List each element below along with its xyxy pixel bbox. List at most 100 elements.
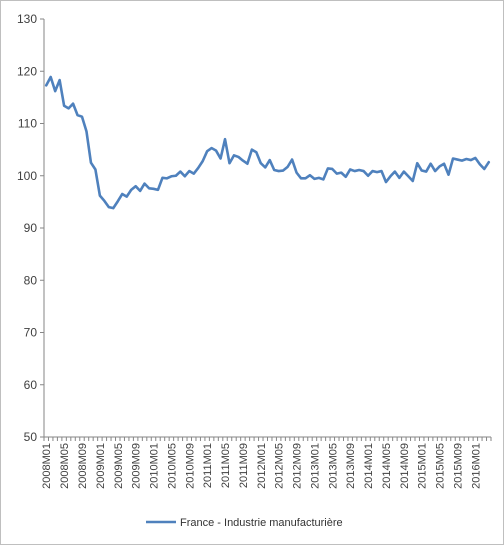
x-tick-label: 2014M01 [363,443,375,489]
data-point [367,174,369,177]
data-point [166,177,168,180]
data-point [143,182,146,185]
data-point [313,178,316,180]
x-tick-label: 2013M05 [327,443,339,489]
data-point [139,190,141,192]
data-point [443,162,445,165]
y-tick-label: 100 [17,169,37,183]
data-point [116,200,119,203]
data-point [54,90,56,92]
data-point [358,169,360,171]
data-point [90,161,92,164]
data-point [429,162,432,165]
axes [43,19,491,438]
data-point [112,207,115,209]
x-tick-label: 2009M01 [95,443,107,489]
data-point [246,162,249,165]
data-point [58,79,61,81]
series-line [44,75,491,210]
data-point [327,167,329,170]
data-point [125,195,128,198]
x-tick-label: 2015M01 [417,443,429,489]
data-point [210,147,213,149]
x-tick-label: 2008M09 [77,443,89,489]
data-point [376,171,378,173]
data-point [344,176,347,178]
data-point [322,178,325,181]
data-point [67,107,70,110]
data-point [192,172,195,175]
data-point [304,177,307,180]
data-point [380,170,383,172]
x-axis-ticks: 2008M01 2008M05 2008M09 2009M01 2009M05 2009M… [41,437,492,489]
y-tick-label: 120 [17,64,37,78]
data-point [403,170,405,173]
data-point [233,154,235,157]
data-point [76,114,79,116]
y-tick-label: 130 [17,12,37,26]
y-tick-label: 80 [24,273,38,287]
data-point [465,158,468,160]
x-tick-label: 2010M01 [149,443,161,489]
data-point [362,170,365,172]
y-tick-label: 90 [24,221,38,235]
data-point [353,170,356,172]
data-point [389,175,392,178]
x-tick-label: 2010M09 [184,443,196,489]
x-tick-label: 2016M01 [470,443,482,489]
x-tick-label: 2014M09 [399,443,411,489]
data-point [72,102,74,105]
data-point [277,170,280,172]
x-tick-label: 2010M05 [166,443,178,489]
data-point [456,158,459,161]
legend: France - Industrie manufacturière [146,517,343,529]
data-point [461,159,463,162]
data-point [282,169,284,172]
x-tick-label: 2015M09 [452,443,464,489]
x-tick-label: 2012M01 [256,443,268,489]
data-point [447,173,450,176]
data-point [130,189,132,191]
y-tick-label: 60 [24,378,38,392]
data-point [179,170,182,173]
data-point [94,168,97,171]
data-point [420,169,423,172]
data-point [255,151,258,154]
data-point [291,158,293,161]
data-point [134,185,137,187]
data-point [49,76,52,78]
data-point [470,159,472,161]
legend-label: France - Industrie manufacturière [180,517,343,529]
data-point [385,181,387,183]
x-tick-label: 2012M05 [274,443,286,489]
data-point [434,170,436,172]
data-point [108,206,110,208]
data-point [85,130,88,133]
data-point [81,115,83,118]
data-point [121,193,124,195]
data-point [331,168,334,170]
data-point [63,104,65,107]
data-point [286,166,289,168]
y-axis-ticks: 50 60 70 80 90 100 110 120 130 [17,12,44,444]
data-point [340,171,343,174]
x-tick-label: 2014M05 [381,443,393,489]
data-point [474,157,477,159]
data-point [295,171,298,174]
data-point [175,174,177,177]
data-point [425,170,427,173]
x-tick-label: 2008M05 [59,443,71,489]
data-point [197,167,200,169]
x-tick-label: 2011M01 [202,443,214,488]
x-tick-label: 2012M09 [292,443,304,489]
data-point [157,189,159,191]
data-point [398,177,401,179]
data-point [273,169,276,171]
data-point [228,162,231,165]
x-tick-label: 2009M09 [131,443,143,489]
data-point [487,161,490,163]
y-tick-label: 70 [24,326,38,340]
data-point [45,84,48,87]
